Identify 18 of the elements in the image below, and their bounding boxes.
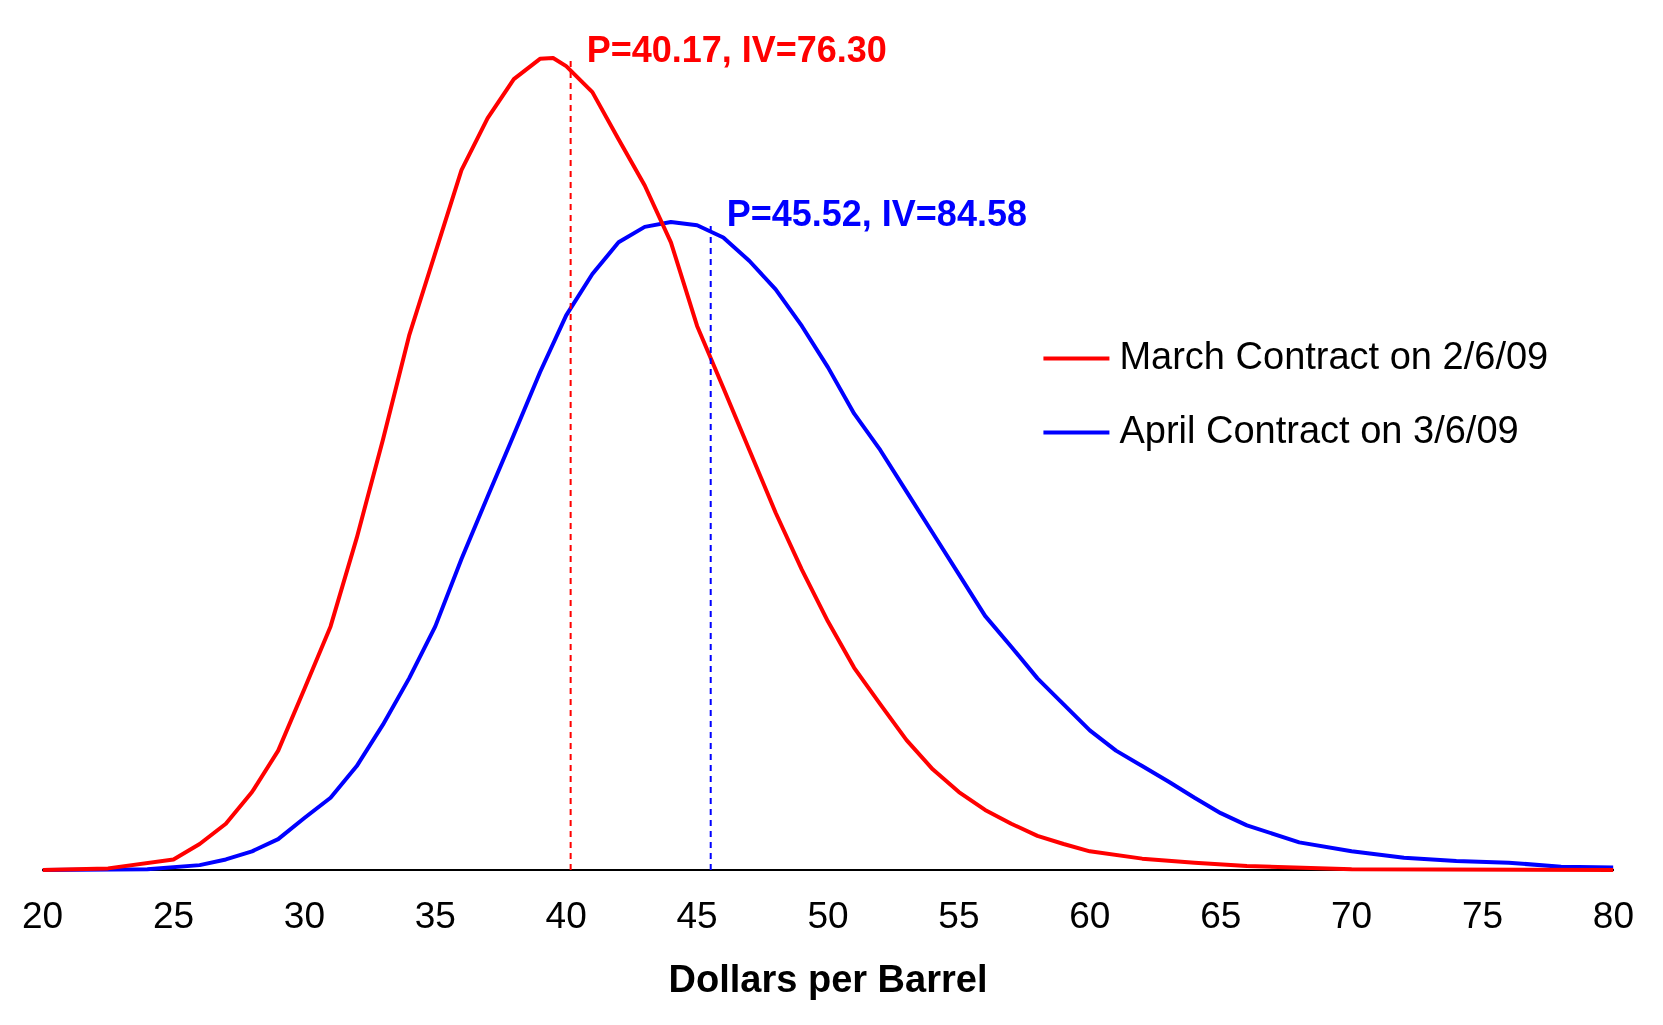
x-tick-label: 40 (545, 895, 587, 937)
x-tick-label: 75 (1461, 895, 1504, 937)
legend-label: March Contract on 2/6/09 (1119, 334, 1549, 377)
x-tick-label: 35 (414, 895, 456, 937)
ref-line-label: P=40.17, IV=76.30 (586, 28, 887, 70)
x-tick-label: 70 (1331, 895, 1373, 937)
x-tick-label: 80 (1592, 895, 1634, 937)
x-tick-label: 25 (152, 895, 195, 937)
x-tick-label: 30 (283, 895, 325, 937)
x-tick-label: 20 (22, 895, 64, 937)
x-tick-label: 50 (807, 895, 849, 937)
x-tick-label: 65 (1200, 895, 1242, 937)
x-axis-title: Dollars per Barrel (668, 957, 988, 1000)
x-tick-label: 45 (676, 895, 718, 937)
x-tick-label: 60 (1069, 895, 1111, 937)
legend-label: April Contract on 3/6/09 (1119, 408, 1519, 451)
ref-line-label: P=45.52, IV=84.58 (726, 192, 1027, 234)
x-tick-label: 55 (938, 895, 980, 937)
